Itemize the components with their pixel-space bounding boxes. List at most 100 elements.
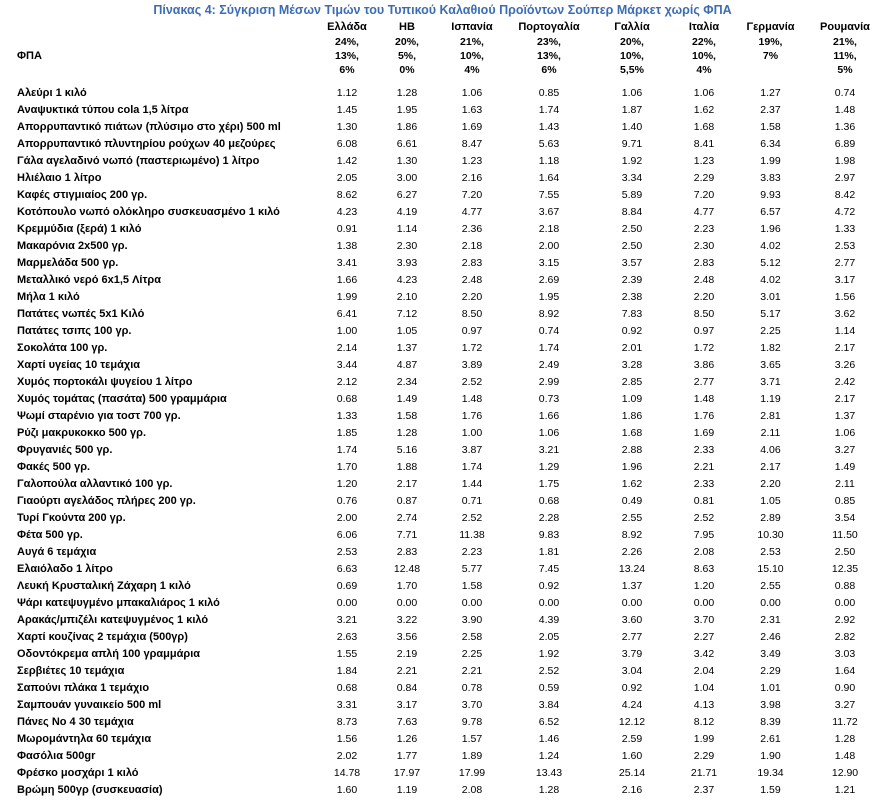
price-cell: 2.20 (461, 291, 483, 303)
price-cell: 1.49 (396, 393, 418, 405)
price-cell: 2.58 (461, 631, 483, 643)
price-cell: 1.20 (693, 580, 715, 592)
price-cell: 1.48 (461, 393, 483, 405)
vat-rate-line: 20%, (395, 36, 419, 48)
price-cell: 0.92 (621, 682, 643, 694)
price-cell: 1.19 (760, 393, 781, 405)
price-cell: 0.85 (538, 87, 560, 99)
product-row: Αρακάς/μπιζέλι κατεψυγμένος 1 κιλό 3.21 3.… (0, 612, 885, 629)
price-cell: 2.29 (693, 750, 715, 762)
product-row: Ελαιόλαδο 1 λίτρο 6.63 12.48 5.77 7.45 13.24 8… (0, 561, 885, 578)
table-title: Πίνακας 4: Σύγκριση Μέσων Τιμών του Τυπι… (153, 3, 732, 17)
price-cell: 2.46 (760, 631, 781, 643)
product-row: Σαμπουάν γυναικείο 500 ml 3.31 3.17 3.70 3.8… (0, 697, 885, 714)
price-cell: 2.74 (396, 512, 418, 524)
vat-rate-line: 20%, (620, 36, 644, 48)
price-cell: 6.41 (336, 308, 358, 320)
price-cell: 2.17 (760, 461, 781, 473)
price-cell: 1.37 (834, 410, 856, 422)
product-row: Γάλα αγελαδινό νωπό (παστεριωμένο) 1 λίτ… (0, 153, 885, 170)
price-cell: 1.99 (693, 733, 715, 745)
price-cell: 3.71 (760, 376, 781, 388)
price-cell: 3.84 (538, 699, 560, 711)
price-cell: 1.00 (461, 427, 483, 439)
price-cell: 4.77 (693, 206, 715, 218)
price-cell: 1.96 (621, 461, 643, 473)
price-cell: 7.12 (396, 308, 418, 320)
price-cell: 6.27 (396, 189, 418, 201)
price-cell: 2.20 (693, 291, 715, 303)
price-cell: 2.30 (693, 240, 715, 252)
price-cell: 1.69 (461, 121, 483, 133)
price-cell: 2.25 (461, 648, 483, 660)
price-cell: 1.62 (621, 478, 643, 490)
price-cell: 2.14 (336, 342, 358, 354)
price-cell: 1.09 (621, 393, 643, 405)
price-cell: 8.73 (336, 716, 358, 728)
price-cell: 2.17 (834, 342, 856, 354)
price-cell: 7.20 (461, 189, 483, 201)
price-cell: 1.55 (336, 648, 358, 660)
price-cell: 0.00 (336, 597, 358, 609)
price-cell: 1.74 (538, 342, 560, 354)
price-cell: 2.99 (538, 376, 560, 388)
price-cell: 2.33 (693, 478, 715, 490)
price-cell: 1.05 (396, 325, 418, 337)
price-cell: 3.03 (834, 648, 856, 660)
country-header-5: Γαλλία (614, 21, 650, 33)
price-cell: 2.18 (538, 223, 560, 235)
price-cell: 2.31 (760, 614, 781, 626)
vat-rate-line: 6% (541, 64, 557, 76)
product-row: Πατάτες τσιπς 100 γρ. 1.00 1.05 0.97 0.74 0.9… (0, 323, 885, 340)
price-cell: 1.28 (538, 784, 560, 796)
price-cell: 4.39 (538, 614, 560, 626)
product-row: Γιαούρτι αγελάδος πλήρες 200 γρ. 0.76 0.87… (0, 493, 885, 510)
price-cell: 0.78 (461, 682, 483, 694)
price-cell: 7.63 (396, 716, 418, 728)
price-cell: 2.16 (461, 172, 483, 184)
product-row: Μωρομάντηλα 60 τεμάχια 1.56 1.26 1.57 1.46 2.… (0, 731, 885, 748)
product-row: Ηλιέλαιο 1 λίτρο 2.05 3.00 2.16 1.64 3.34 2.29… (0, 170, 885, 187)
vat-rates-country-6: 22%, 10%, 4% (672, 35, 736, 77)
price-cell: 1.76 (693, 410, 715, 422)
price-cell: 2.25 (760, 325, 781, 337)
price-cell: 9.93 (760, 189, 781, 201)
product-row: Οδοντόκρεμα απλή 100 γραμμάρια 1.55 2.19 2.… (0, 646, 885, 663)
price-cell: 4.77 (461, 206, 483, 218)
price-cell: 1.28 (396, 427, 418, 439)
vat-rate-line: 11%, (833, 50, 857, 62)
price-cell: 0.68 (336, 682, 358, 694)
product-label: Χαρτί κουζίνας 2 τεμάχια (500γρ) (17, 631, 188, 643)
price-cell: 12.48 (393, 563, 421, 575)
price-cell: 17.97 (393, 767, 421, 779)
price-cell: 1.77 (396, 750, 418, 762)
price-cell: 0.84 (396, 682, 418, 694)
price-cell: 6.06 (336, 529, 358, 541)
price-cell: 1.89 (461, 750, 483, 762)
price-cell: 4.02 (760, 274, 781, 286)
price-cell: 7.45 (538, 563, 560, 575)
price-cell: 1.60 (336, 784, 358, 796)
price-cell: 1.68 (693, 121, 715, 133)
price-cell: 0.90 (834, 682, 856, 694)
vat-rate-line: 5% (837, 64, 853, 76)
product-label: Πατάτες τσιπς 100 γρ. (17, 325, 132, 337)
price-cell: 1.74 (336, 444, 358, 456)
price-cell: 12.35 (831, 563, 859, 575)
price-cell: 2.53 (834, 240, 856, 252)
product-label: Ψάρι κατεψυγμένο μπακαλιάρος 1 κιλό (17, 597, 220, 609)
price-cell: 0.00 (621, 597, 643, 609)
price-cell: 1.27 (760, 87, 781, 99)
price-cell: 3.15 (538, 257, 560, 269)
price-cell: 2.52 (461, 512, 483, 524)
price-cell: 6.52 (538, 716, 560, 728)
vat-label: ΦΠΑ (17, 50, 42, 62)
price-cell: 1.38 (336, 240, 358, 252)
price-cell: 2.83 (396, 546, 418, 558)
product-row: Χυμός πορτοκάλι ψυγείου 1 λίτρο 2.12 2.34 2… (0, 374, 885, 391)
price-cell: 2.48 (693, 274, 715, 286)
price-cell: 2.23 (693, 223, 715, 235)
price-cell: 2.04 (693, 665, 715, 677)
price-cell: 2.20 (760, 478, 781, 490)
price-cell: 0.74 (538, 325, 560, 337)
